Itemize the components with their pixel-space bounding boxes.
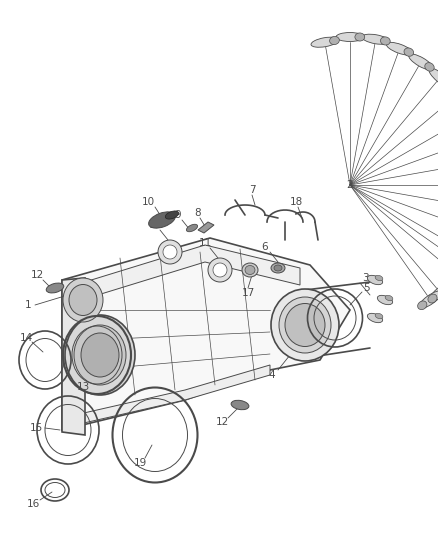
- Ellipse shape: [362, 34, 389, 44]
- Ellipse shape: [69, 285, 97, 316]
- Polygon shape: [62, 278, 85, 435]
- Text: 7: 7: [249, 185, 255, 195]
- Ellipse shape: [63, 278, 103, 322]
- Text: 18: 18: [290, 197, 303, 207]
- Ellipse shape: [285, 303, 325, 346]
- Text: 11: 11: [148, 220, 162, 230]
- Ellipse shape: [311, 37, 339, 47]
- Ellipse shape: [386, 42, 413, 55]
- Text: 8: 8: [194, 208, 201, 218]
- Ellipse shape: [355, 33, 365, 41]
- Ellipse shape: [409, 54, 433, 70]
- Text: 6: 6: [261, 242, 268, 252]
- Text: 11: 11: [198, 238, 212, 248]
- Circle shape: [213, 263, 227, 277]
- Text: 12: 12: [215, 417, 229, 427]
- Ellipse shape: [231, 400, 249, 410]
- Ellipse shape: [419, 291, 438, 309]
- Text: 2: 2: [347, 180, 353, 190]
- Ellipse shape: [242, 263, 258, 277]
- Ellipse shape: [428, 294, 437, 303]
- Text: 13: 13: [76, 382, 90, 392]
- Ellipse shape: [65, 315, 135, 395]
- Text: 3: 3: [362, 273, 368, 283]
- Text: 5: 5: [364, 283, 370, 293]
- Ellipse shape: [375, 313, 383, 319]
- Text: 15: 15: [29, 423, 42, 433]
- Ellipse shape: [271, 263, 285, 273]
- Text: 1: 1: [25, 300, 31, 310]
- Ellipse shape: [245, 265, 255, 274]
- Circle shape: [158, 240, 182, 264]
- Circle shape: [163, 245, 177, 259]
- Ellipse shape: [74, 325, 126, 385]
- Polygon shape: [75, 365, 270, 425]
- Text: 16: 16: [26, 499, 39, 509]
- Text: 17: 17: [241, 288, 254, 298]
- Text: 4: 4: [268, 370, 276, 380]
- Ellipse shape: [46, 283, 64, 293]
- Ellipse shape: [148, 212, 175, 228]
- Ellipse shape: [81, 333, 119, 377]
- Ellipse shape: [418, 301, 427, 310]
- Ellipse shape: [165, 211, 179, 219]
- Ellipse shape: [429, 68, 438, 87]
- Ellipse shape: [378, 295, 392, 305]
- Text: 9: 9: [175, 210, 181, 220]
- Text: 10: 10: [141, 197, 155, 207]
- Ellipse shape: [187, 224, 198, 232]
- Ellipse shape: [330, 36, 339, 45]
- Polygon shape: [62, 238, 350, 430]
- Ellipse shape: [279, 297, 331, 353]
- Polygon shape: [198, 222, 214, 233]
- Ellipse shape: [336, 33, 364, 42]
- Ellipse shape: [271, 289, 339, 361]
- Ellipse shape: [425, 63, 434, 71]
- Circle shape: [208, 258, 232, 282]
- Text: 19: 19: [134, 458, 147, 468]
- Ellipse shape: [381, 37, 390, 45]
- Ellipse shape: [404, 48, 413, 56]
- Ellipse shape: [367, 276, 383, 285]
- Polygon shape: [75, 245, 300, 302]
- Ellipse shape: [429, 282, 438, 302]
- Ellipse shape: [385, 295, 393, 301]
- Text: 12: 12: [30, 270, 44, 280]
- Ellipse shape: [367, 313, 383, 322]
- Ellipse shape: [375, 275, 383, 281]
- Text: 14: 14: [19, 333, 32, 343]
- Ellipse shape: [274, 265, 282, 271]
